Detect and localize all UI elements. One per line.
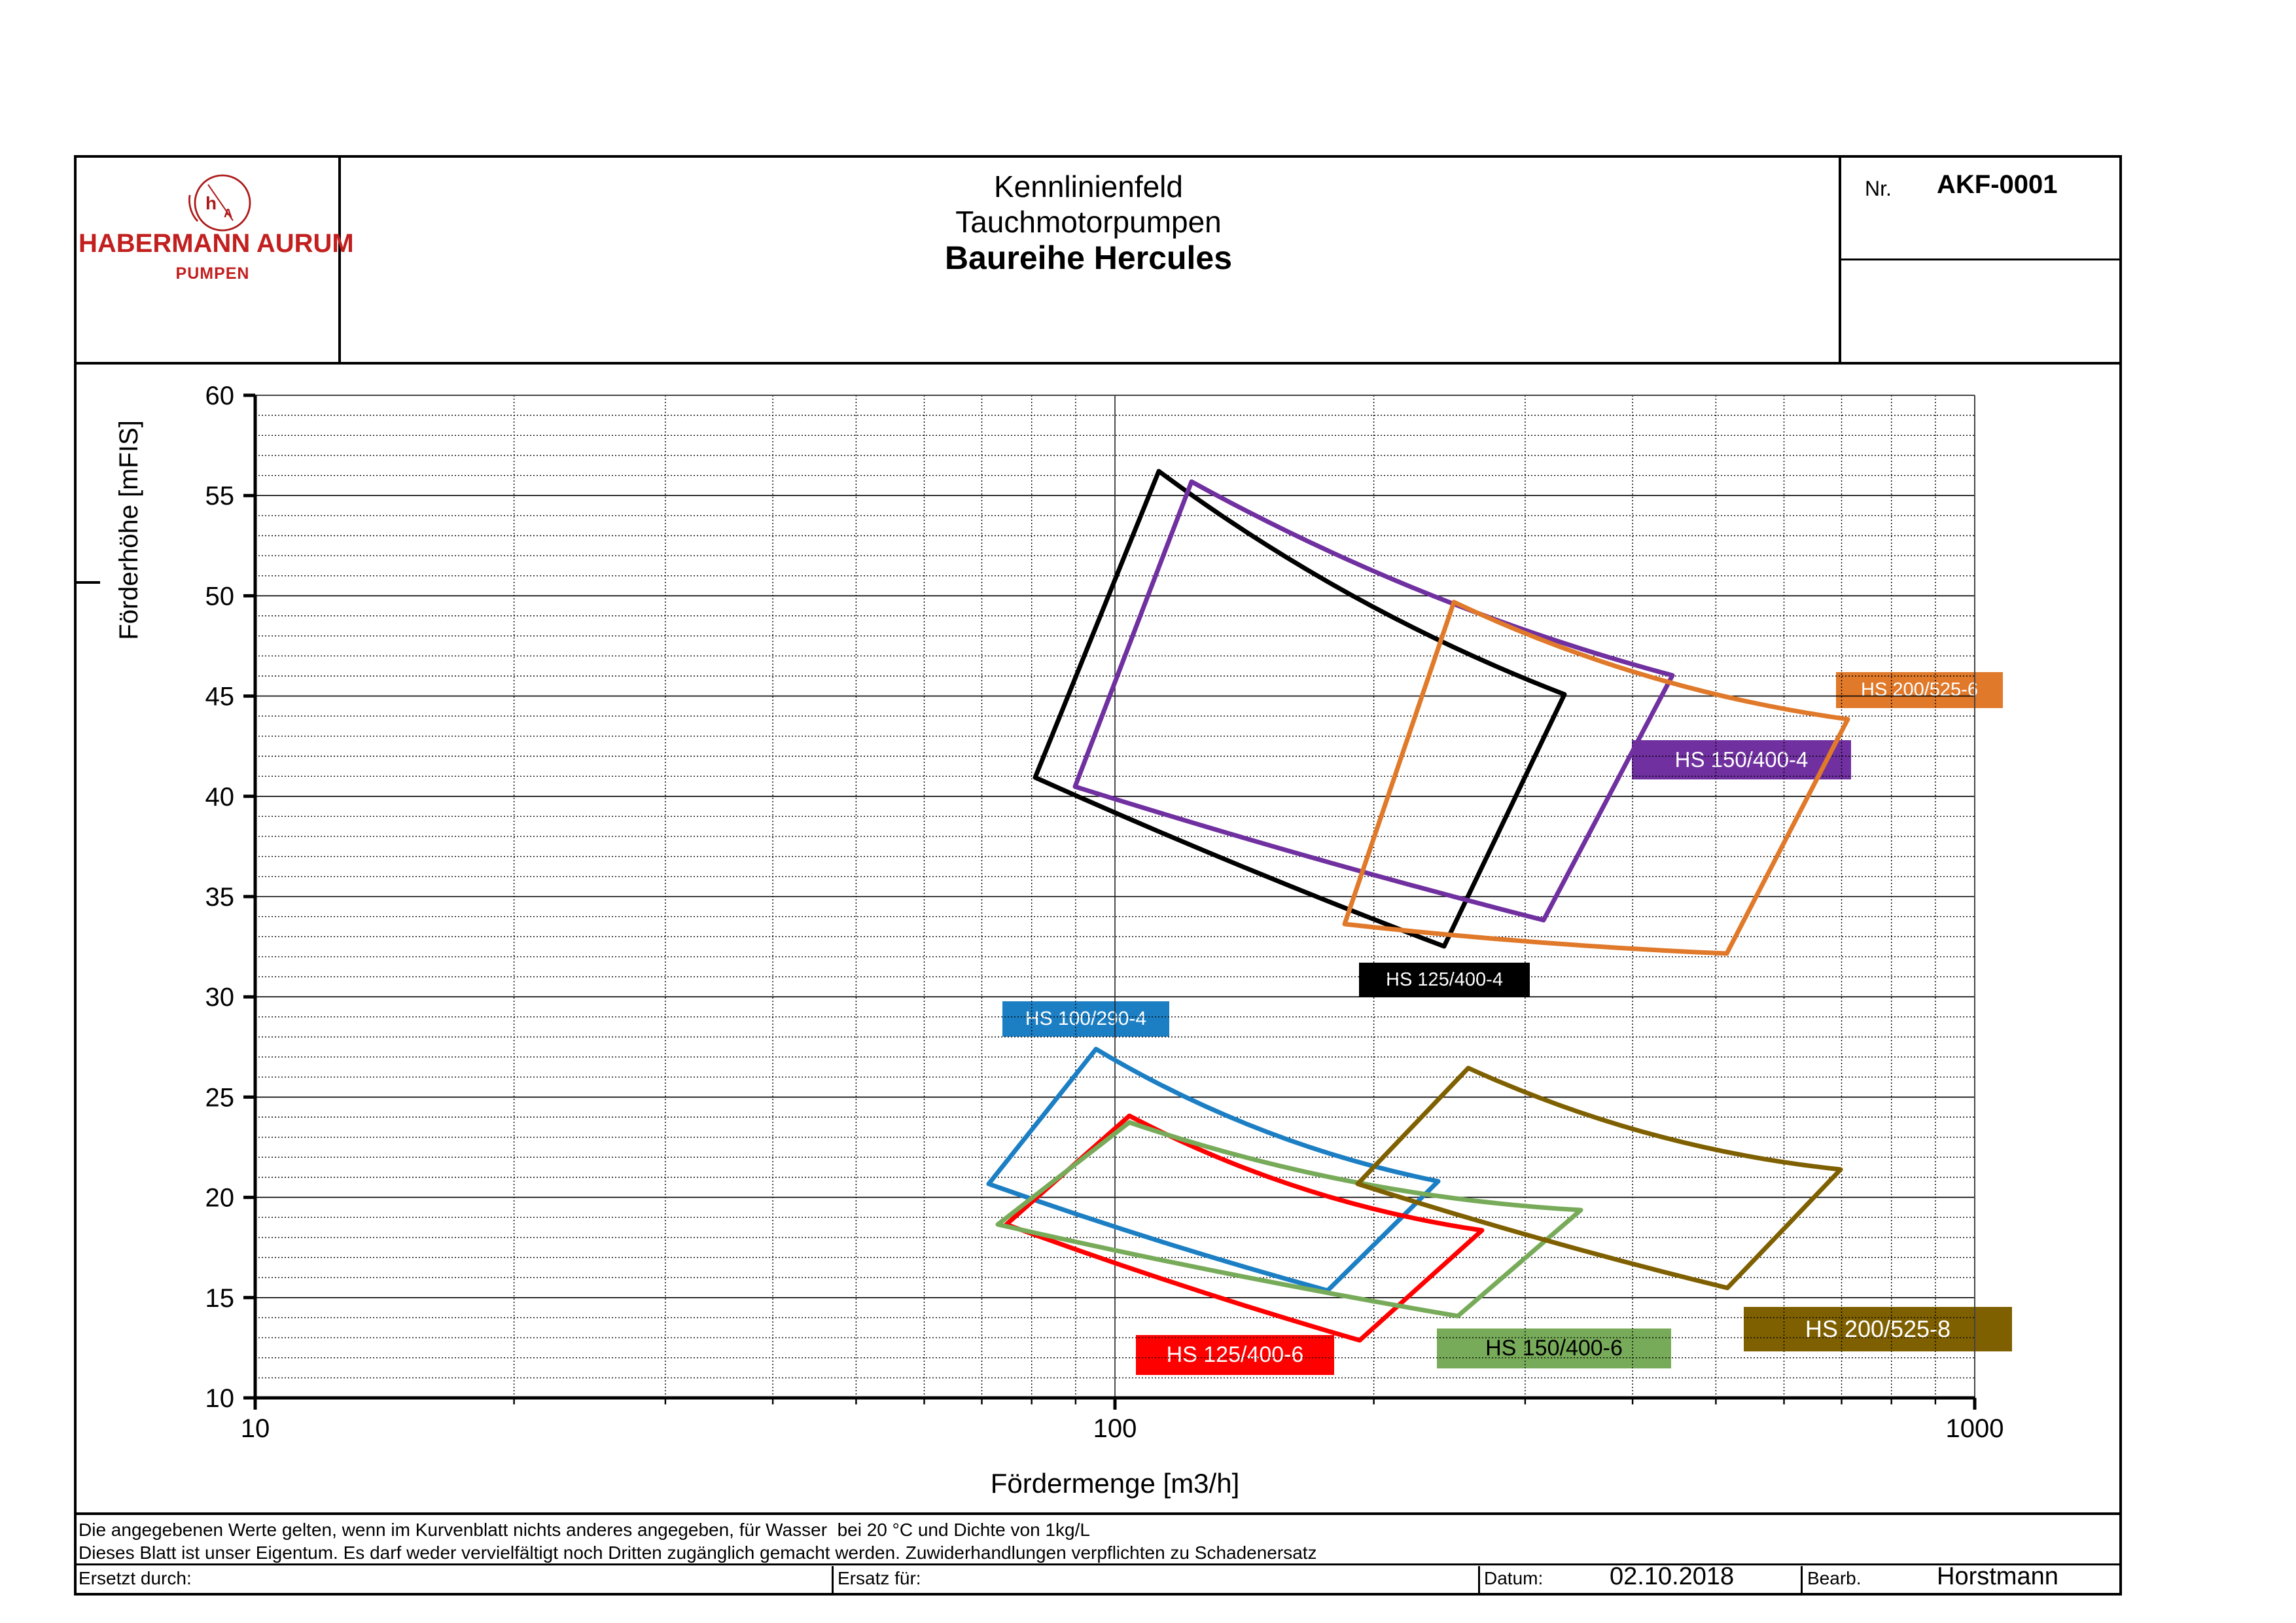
svg-text:25: 25 [205, 1083, 235, 1112]
svg-text:10: 10 [241, 1414, 270, 1443]
svg-text:100: 100 [1093, 1414, 1137, 1443]
svg-text:15: 15 [205, 1284, 235, 1313]
svg-text:30: 30 [205, 983, 235, 1012]
svg-text:h: h [205, 193, 217, 213]
svg-text:40: 40 [205, 783, 235, 812]
svg-text:60: 60 [205, 382, 235, 410]
svg-text:1000: 1000 [1946, 1414, 2004, 1443]
svg-text:A: A [224, 207, 232, 220]
svg-text:35: 35 [205, 883, 235, 912]
svg-text:20: 20 [205, 1184, 235, 1213]
svg-text:50: 50 [205, 582, 235, 611]
svg-text:55: 55 [205, 482, 235, 510]
svg-text:10: 10 [205, 1384, 235, 1413]
svg-text:45: 45 [205, 683, 235, 711]
